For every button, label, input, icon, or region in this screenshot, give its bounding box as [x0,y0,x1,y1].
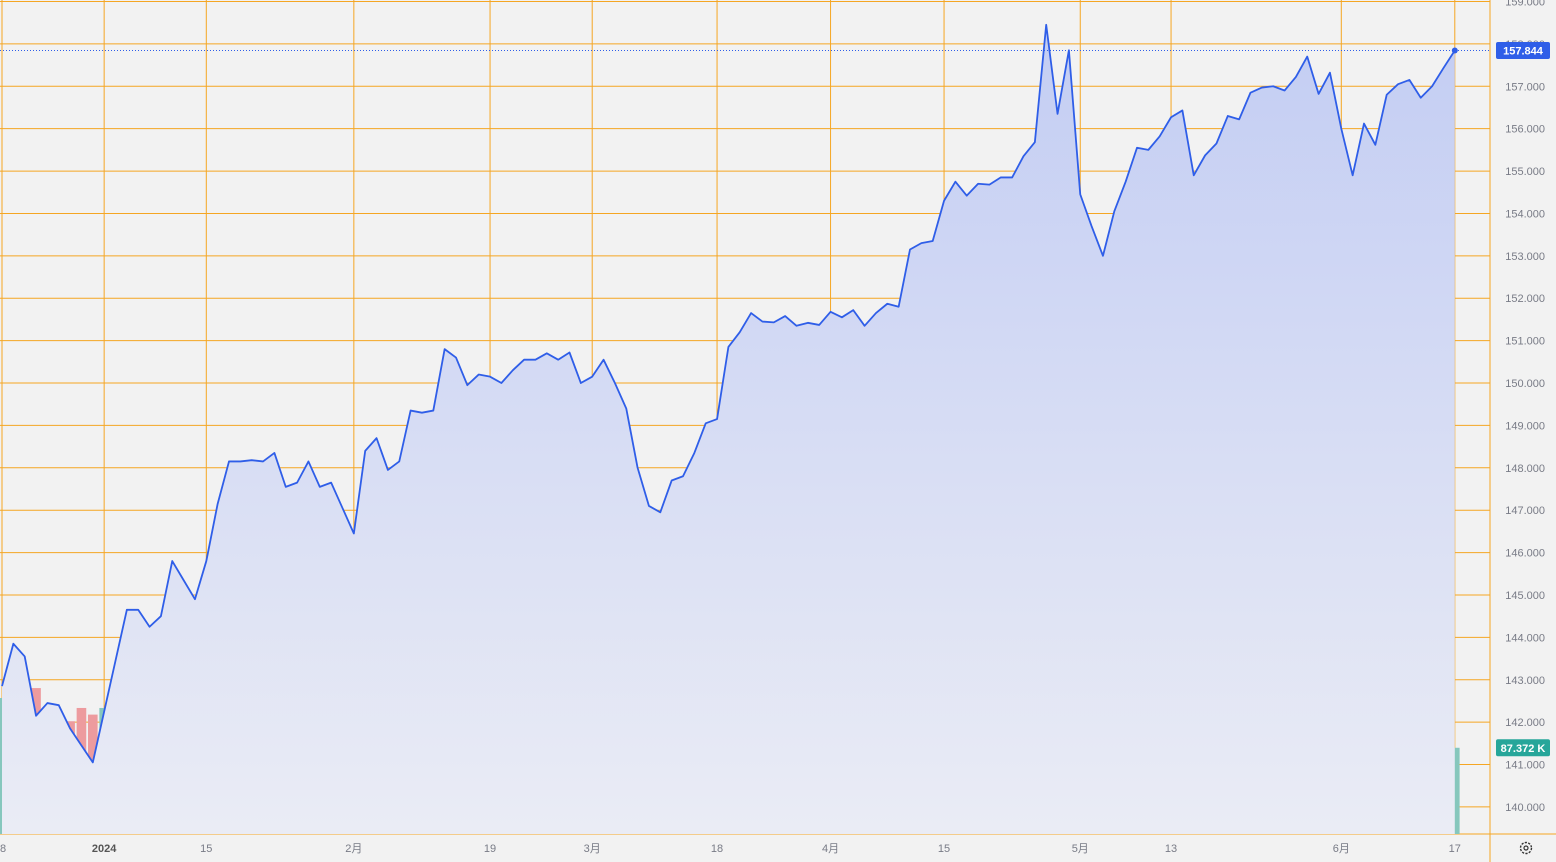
last-price-badge: 157.844 [1496,42,1550,60]
y-tick-label: 143.000 [1505,675,1545,687]
last-volume-badge-label: 87.372 K [1501,743,1546,755]
x-tick-label: 15 [200,843,212,855]
x-tick-label: 18 [711,843,723,855]
y-tick-label: 146.000 [1505,548,1545,560]
x-tick-label: 8 [0,843,6,855]
y-tick-label: 142.000 [1505,717,1545,729]
x-tick-label: 17 [1449,843,1461,855]
last-price-badge-label: 157.844 [1503,46,1544,58]
last-price-point [1451,47,1458,54]
y-tick-label: 154.000 [1505,208,1545,220]
gear-icon[interactable] [1519,841,1533,855]
x-tick-label: 2024 [92,843,117,855]
x-tick-label: 3月 [584,843,601,855]
y-tick-label: 144.000 [1505,632,1545,644]
x-tick-label: 6月 [1333,843,1350,855]
x-tick-label: 13 [1165,843,1177,855]
y-tick-label: 155.000 [1505,166,1545,178]
y-tick-label: 147.000 [1505,505,1545,517]
y-tick-label: 152.000 [1505,293,1545,305]
y-tick-label: 145.000 [1505,590,1545,602]
y-tick-label: 150.000 [1505,378,1545,390]
y-tick-label: 140.000 [1505,802,1545,814]
last-volume-badge: 87.372 K [1496,739,1550,757]
time-axis[interactable]: 8 2024 15 2月 19 3月 18 4月 15 5月 13 6月 17 [0,843,1461,855]
y-tick-label: 148.000 [1505,463,1545,475]
price-line [1,23,1456,764]
x-tick-label: 2月 [345,843,362,855]
x-tick-label: 15 [938,843,950,855]
y-tick-label: 151.000 [1505,336,1545,348]
y-tick-label: 159.000 [1505,0,1545,9]
x-tick-label: 19 [484,843,496,855]
last-price-badge-bg [1496,42,1550,60]
price-axis[interactable]: 140.000 141.000 142.000 143.000 144.000 145.0… [1505,0,1545,814]
last-volume-badge-bg [1496,739,1550,757]
x-tick-label: 5月 [1072,843,1089,855]
y-tick-label: 141.000 [1505,760,1545,772]
x-tick-label: 4月 [822,843,839,855]
y-tick-label: 153.000 [1505,251,1545,263]
y-tick-label: 149.000 [1505,420,1545,432]
y-tick-label: 156.000 [1505,124,1545,136]
y-tick-label: 157.000 [1505,81,1545,93]
